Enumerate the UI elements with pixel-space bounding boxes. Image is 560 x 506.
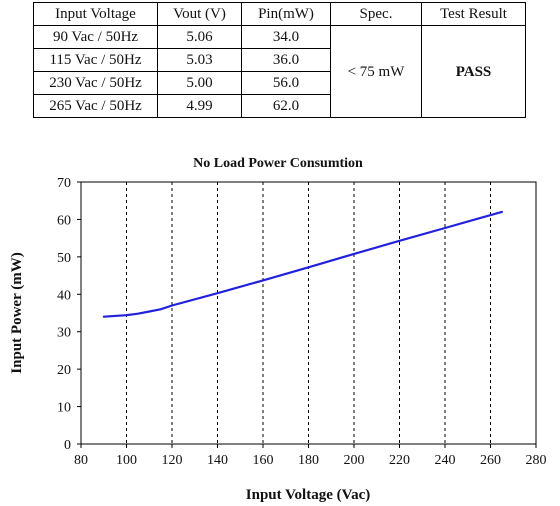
y-tick-label: 40 (57, 288, 71, 303)
table-row: 90 Vac / 50Hz 5.06 34.0 < 75 mW PASS (33, 25, 526, 118)
header-input-voltage: Input Voltage (33, 2, 158, 26)
x-tick-label: 120 (162, 453, 183, 468)
y-tick-label: 10 (57, 401, 71, 416)
cell-pin: 56.0 (241, 71, 331, 95)
series-layer (102, 210, 503, 318)
cell-input-voltage: 90 Vac / 50Hz (33, 25, 158, 49)
power-consumption-chart: No Load Power Consumtion 80 100 120 140 160 1… (9, 156, 547, 503)
chart-title: No Load Power Consumtion (193, 156, 363, 171)
cell-pin: 36.0 (241, 48, 331, 72)
header-test-result: Test Result (421, 2, 526, 26)
y-tick-label: 70 (57, 176, 71, 191)
cell-vout: 5.03 (157, 48, 242, 72)
cell-input-voltage: 115 Vac / 50Hz (33, 48, 158, 72)
x-tick-label: 180 (298, 453, 319, 468)
y-tick-label: 30 (57, 326, 71, 341)
cell-spec: < 75 mW (330, 25, 422, 118)
x-tick-label: 280 (526, 453, 547, 468)
table-header-row: Input Voltage Vout (V) Pin(mW) Spec. Tes… (33, 2, 526, 26)
x-tick-label: 260 (480, 453, 501, 468)
cell-pin: 34.0 (241, 25, 331, 49)
cell-test-result: PASS (421, 25, 526, 118)
x-axis-title: Input Voltage (Vac) (246, 487, 370, 503)
table-row: 230 Vac / 50Hz 5.00 56.0 (33, 71, 526, 95)
y-tick-label: 60 (57, 213, 71, 228)
x-tick-label: 200 (344, 453, 365, 468)
cell-pin: 62.0 (241, 94, 331, 118)
grid-lines (126, 182, 491, 444)
table-row: 115 Vac / 50Hz 5.03 36.0 (33, 48, 526, 72)
cell-vout: 4.99 (157, 94, 242, 118)
table-row: 265 Vac / 50Hz 4.99 62.0 (33, 94, 526, 118)
cell-vout: 5.06 (157, 25, 242, 49)
x-tick-label: 100 (116, 453, 137, 468)
header-pin: Pin(mW) (241, 2, 331, 26)
y-axis-title: Input Power (mW) (9, 252, 25, 373)
series-line (102, 210, 503, 318)
header-spec: Spec. (330, 2, 422, 26)
cell-vout: 5.00 (157, 71, 242, 95)
cell-input-voltage: 265 Vac / 50Hz (33, 94, 158, 118)
cell-input-voltage: 230 Vac / 50Hz (33, 71, 158, 95)
header-vout: Vout (V) (157, 2, 242, 26)
tick-layer: 80 100 120 140 160 180 200 220 240 260 280 0 10 20 30 4… (57, 176, 547, 468)
y-tick-label: 50 (57, 251, 71, 266)
x-tick-label: 80 (74, 453, 88, 468)
x-tick-label: 220 (389, 453, 410, 468)
x-tick-label: 160 (253, 453, 274, 468)
power-spec-table: Input Voltage Vout (V) Pin(mW) Spec. Tes… (33, 2, 526, 118)
y-tick-label: 20 (57, 363, 71, 378)
x-tick-label: 140 (207, 453, 228, 468)
y-tick-label: 0 (64, 438, 71, 453)
x-tick-label: 240 (435, 453, 456, 468)
